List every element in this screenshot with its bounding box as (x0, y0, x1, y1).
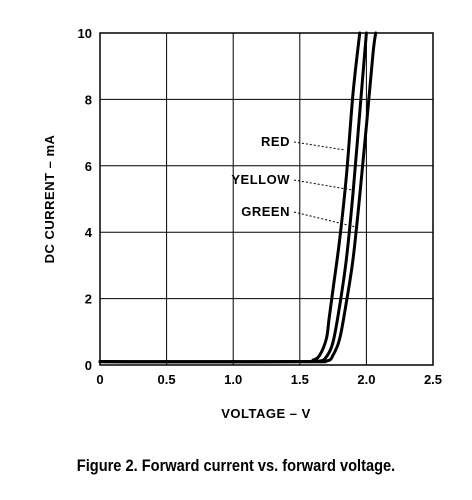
grid (99, 32, 434, 366)
series-line-red (98, 31, 362, 364)
y-tick-label: 6 (85, 159, 92, 174)
leader-red (293, 141, 346, 151)
plot-frame (99, 32, 434, 366)
x-tick-label: 1.5 (291, 372, 309, 387)
leader-yellow (293, 179, 353, 191)
x-tick-label: 2.5 (424, 372, 442, 387)
x-tick-label: 0.5 (158, 372, 176, 387)
y-tick-label: 4 (85, 225, 93, 240)
series-line-green (98, 31, 378, 364)
series-label-red: RED (261, 134, 290, 149)
x-tick-label: 2.0 (357, 372, 375, 387)
curves (98, 31, 378, 364)
figure-caption: Figure 2. Forward current vs. forward vo… (76, 456, 396, 475)
x-tick-label: 1.0 (224, 372, 242, 387)
y-tick-label: 2 (85, 292, 92, 307)
x-axis-title: VOLTAGE – V (221, 406, 311, 421)
series-label-yellow: YELLOW (231, 172, 290, 187)
series-labels: RED YELLOW GREEN (231, 134, 361, 229)
y-tick-label: 0 (85, 358, 92, 373)
x-tick-labels: 0 0.5 1.0 1.5 2.0 2.5 (96, 372, 442, 387)
y-tick-label: 8 (85, 92, 92, 107)
x-tick-label: 0 (96, 372, 103, 387)
y-tick-label: 10 (78, 26, 92, 41)
y-axis-title: DC CURRENT – mA (42, 134, 57, 263)
y-tick-labels: 0 2 4 6 8 10 (78, 26, 93, 373)
series-label-green: GREEN (241, 204, 290, 219)
leader-green (293, 211, 361, 229)
